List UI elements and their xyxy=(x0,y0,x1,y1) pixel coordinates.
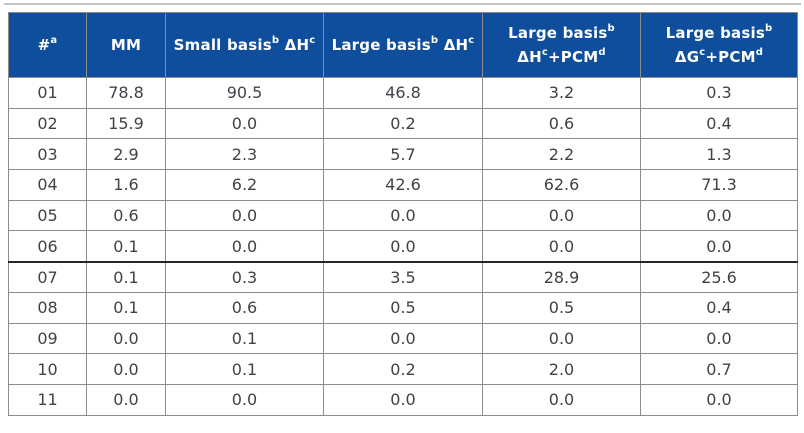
row-id-cell: 02 xyxy=(8,107,87,140)
value-cell: 0.4 xyxy=(640,291,798,324)
row-id-cell: 06 xyxy=(8,230,87,263)
value-cell: 0.6 xyxy=(165,291,324,324)
value-cell: 0.0 xyxy=(86,322,166,355)
value-cell: 0.0 xyxy=(86,353,166,385)
value-cell: 0.0 xyxy=(482,322,641,355)
value-cell: 0.3 xyxy=(640,77,798,109)
value-cell: 0.1 xyxy=(86,230,166,263)
value-cell: 25.6 xyxy=(640,260,798,293)
value-cell: 0.0 xyxy=(640,383,798,416)
value-cell: 0.6 xyxy=(86,199,166,232)
table-row: 08 0.1 0.6 0.5 0.5 0.4 xyxy=(8,291,798,324)
value-cell: 2.3 xyxy=(165,138,324,171)
value-cell: 62.6 xyxy=(482,169,641,201)
value-cell: 0.0 xyxy=(640,199,798,232)
column-header-label: #a xyxy=(37,35,58,55)
value-cell: 0.0 xyxy=(86,383,166,416)
table-row: 01 78.8 90.5 46.8 3.2 0.3 xyxy=(8,77,798,109)
value-cell: 0.2 xyxy=(323,107,483,140)
value-cell: 0.0 xyxy=(165,230,324,263)
row-id-cell: 01 xyxy=(8,77,87,109)
value-cell: 15.9 xyxy=(86,107,166,140)
value-cell: 0.0 xyxy=(640,322,798,355)
column-header-small-basis-dh: Small basisb ΔHc xyxy=(165,12,324,78)
table-row: 07 0.1 0.3 3.5 28.9 25.6 xyxy=(8,260,798,293)
value-cell: 0.0 xyxy=(165,383,324,416)
value-cell: 0.0 xyxy=(482,230,641,263)
column-header-large-basis-dg-pcm: Large basisb ΔGc+PCMd xyxy=(640,12,798,78)
table-row: 05 0.6 0.0 0.0 0.0 0.0 xyxy=(8,199,798,232)
table-row: 10 0.0 0.1 0.2 2.0 0.7 xyxy=(8,353,798,385)
column-header-num: #a xyxy=(8,12,87,78)
row-id-cell: 03 xyxy=(8,138,87,171)
value-cell: 2.2 xyxy=(482,138,641,171)
column-header-label-line2: ΔHc+PCMd xyxy=(517,47,606,67)
value-cell: 0.1 xyxy=(165,353,324,385)
value-cell: 0.0 xyxy=(482,383,641,416)
value-cell: 0.0 xyxy=(165,107,324,140)
column-header-label: Small basisb ΔHc xyxy=(173,35,316,55)
row-id-cell: 10 xyxy=(8,353,87,385)
value-cell: 0.5 xyxy=(482,291,641,324)
value-cell: 0.5 xyxy=(323,291,483,324)
value-cell: 3.2 xyxy=(482,77,641,109)
column-header-label-line2: ΔGc+PCMd xyxy=(674,47,764,67)
column-header-mm: MM xyxy=(86,12,166,78)
value-cell: 0.3 xyxy=(165,260,324,293)
header-row: #a MM Small basisb ΔHc Large basisb ΔHc … xyxy=(8,12,798,78)
value-cell: 28.9 xyxy=(482,260,641,293)
table-row: 02 15.9 0.0 0.2 0.6 0.4 xyxy=(8,107,798,140)
value-cell: 71.3 xyxy=(640,169,798,201)
column-header-large-basis-dh: Large basisb ΔHc xyxy=(323,12,483,78)
table-row: 09 0.0 0.1 0.0 0.0 0.0 xyxy=(8,322,798,355)
value-cell: 0.0 xyxy=(482,199,641,232)
value-cell: 0.6 xyxy=(482,107,641,140)
column-header-label: MM xyxy=(110,36,142,54)
top-divider xyxy=(4,3,801,5)
table-row: 11 0.0 0.0 0.0 0.0 0.0 xyxy=(8,383,798,416)
table-header: #a MM Small basisb ΔHc Large basisb ΔHc … xyxy=(8,12,798,78)
value-cell: 2.0 xyxy=(482,353,641,385)
value-cell: 0.0 xyxy=(323,199,483,232)
row-id-cell: 11 xyxy=(8,383,87,416)
value-cell: 0.1 xyxy=(86,291,166,324)
row-id-cell: 08 xyxy=(8,291,87,324)
value-cell: 1.3 xyxy=(640,138,798,171)
row-id-cell: 09 xyxy=(8,322,87,355)
value-cell: 3.5 xyxy=(323,260,483,293)
value-cell: 0.0 xyxy=(165,199,324,232)
value-cell: 5.7 xyxy=(323,138,483,171)
value-cell: 42.6 xyxy=(323,169,483,201)
column-header-label: Large basisb ΔHc xyxy=(331,35,475,55)
row-id-cell: 05 xyxy=(8,199,87,232)
value-cell: 1.6 xyxy=(86,169,166,201)
column-header-label-line1: Large basisb xyxy=(665,23,773,43)
column-header-label-line1: Large basisb xyxy=(508,23,615,43)
value-cell: 78.8 xyxy=(86,77,166,109)
results-table: #a MM Small basisb ΔHc Large basisb ΔHc … xyxy=(8,12,798,416)
value-cell: 0.0 xyxy=(323,322,483,355)
value-cell: 90.5 xyxy=(165,77,324,109)
value-cell: 0.0 xyxy=(640,230,798,263)
value-cell: 46.8 xyxy=(323,77,483,109)
value-cell: 0.7 xyxy=(640,353,798,385)
value-cell: 0.0 xyxy=(323,230,483,263)
table-row: 04 1.6 6.2 42.6 62.6 71.3 xyxy=(8,169,798,201)
value-cell: 0.2 xyxy=(323,353,483,385)
row-id-cell: 07 xyxy=(8,260,87,293)
value-cell: 0.1 xyxy=(165,322,324,355)
value-cell: 0.4 xyxy=(640,107,798,140)
value-cell: 2.9 xyxy=(86,138,166,171)
table-body: 01 78.8 90.5 46.8 3.2 0.3 02 15.9 0.0 0.2 0.6 0.4 03… xyxy=(8,77,798,416)
value-cell: 6.2 xyxy=(165,169,324,201)
value-cell: 0.0 xyxy=(323,383,483,416)
table-row: 06 0.1 0.0 0.0 0.0 0.0 xyxy=(8,230,798,263)
table-row: 03 2.9 2.3 5.7 2.2 1.3 xyxy=(8,138,798,171)
row-id-cell: 04 xyxy=(8,169,87,201)
value-cell: 0.1 xyxy=(86,260,166,293)
column-header-large-basis-dh-pcm: Large basisb ΔHc+PCMd xyxy=(482,12,641,78)
